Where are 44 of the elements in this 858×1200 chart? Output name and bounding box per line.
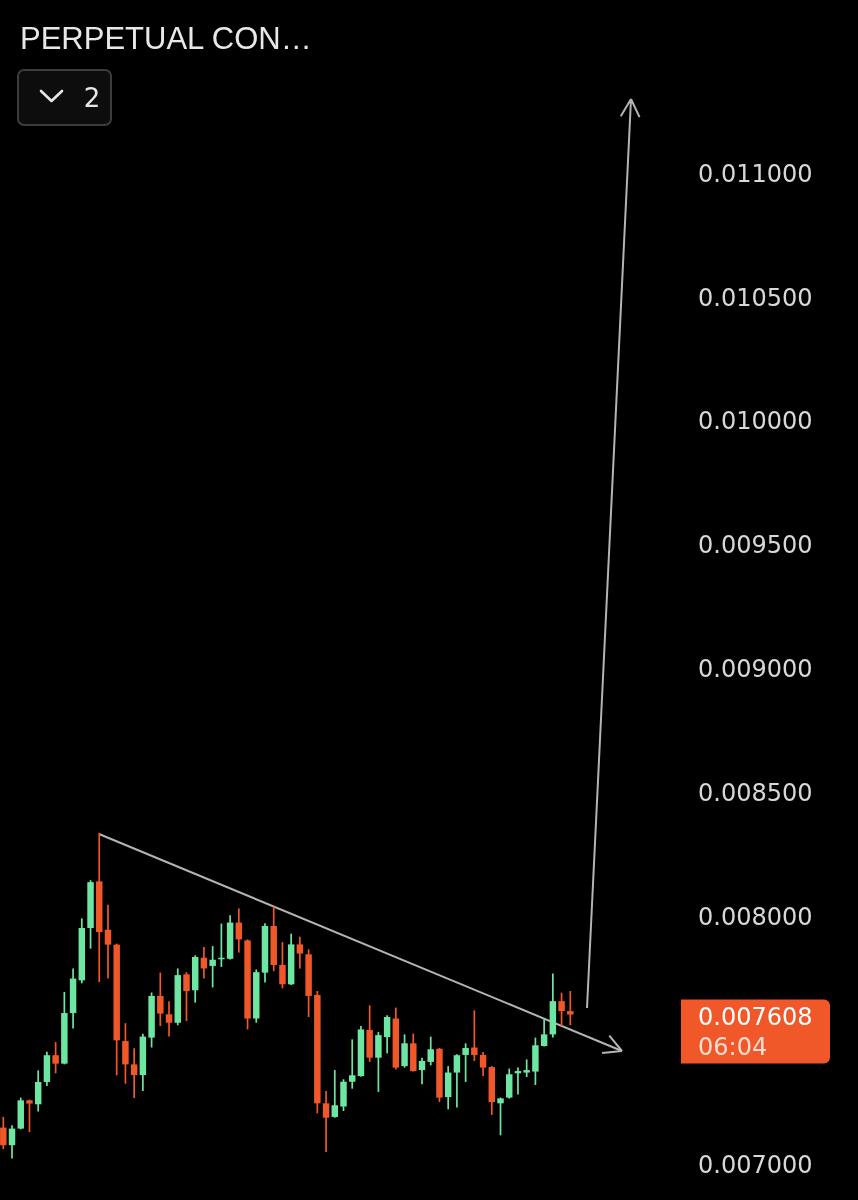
candlestick <box>165 1000 173 1038</box>
candlestick <box>506 1067 513 1100</box>
candlestick <box>462 1042 469 1083</box>
candlestick <box>279 941 286 990</box>
candlestick <box>558 991 565 1027</box>
candlestick <box>34 1069 42 1113</box>
candlestick <box>383 1014 391 1055</box>
candlestick <box>130 1047 138 1099</box>
y-tick-label: 0.008000 <box>698 903 813 932</box>
candlestick <box>523 1058 530 1078</box>
candlestick <box>8 1124 16 1160</box>
candlestick <box>122 1022 129 1085</box>
candlestick <box>104 903 112 980</box>
y-tick-label: 0.008500 <box>698 779 813 808</box>
y-tick-label: 0.010000 <box>698 407 813 436</box>
candlestick <box>471 1009 478 1062</box>
candlestick <box>322 1090 330 1153</box>
text: PERPETUAL CON… <box>20 20 312 56</box>
candlestick <box>183 971 190 1022</box>
candlestick <box>540 1018 548 1048</box>
candlestick <box>453 1053 461 1109</box>
y-tick-label: 0.009500 <box>698 531 813 560</box>
y-tick-label: 0.009000 <box>698 655 813 684</box>
candlestick <box>296 935 304 970</box>
candlestick <box>209 945 216 989</box>
candlestick <box>0 1116 7 1151</box>
candlestick <box>418 1056 426 1086</box>
candlestick <box>26 1098 33 1133</box>
candlestick <box>349 1038 356 1090</box>
candlestick <box>497 1096 504 1137</box>
annotation: 2 <box>83 83 101 113</box>
y-tick-label: 0.007000 <box>698 1151 813 1180</box>
candlestick <box>157 971 164 1027</box>
candlestick <box>479 1051 487 1077</box>
candlestick <box>52 1041 59 1075</box>
candlestick <box>375 1031 382 1093</box>
candlestick <box>567 990 574 1027</box>
y-tick-label: 0.010500 <box>698 283 813 312</box>
text: 06:04 <box>698 1032 768 1061</box>
y-tick-label: 0.011000 <box>698 159 813 188</box>
text: 0.007608 <box>698 1002 813 1031</box>
candlestick <box>331 1069 338 1119</box>
candlestick <box>427 1035 434 1067</box>
candlestick <box>401 1033 408 1069</box>
